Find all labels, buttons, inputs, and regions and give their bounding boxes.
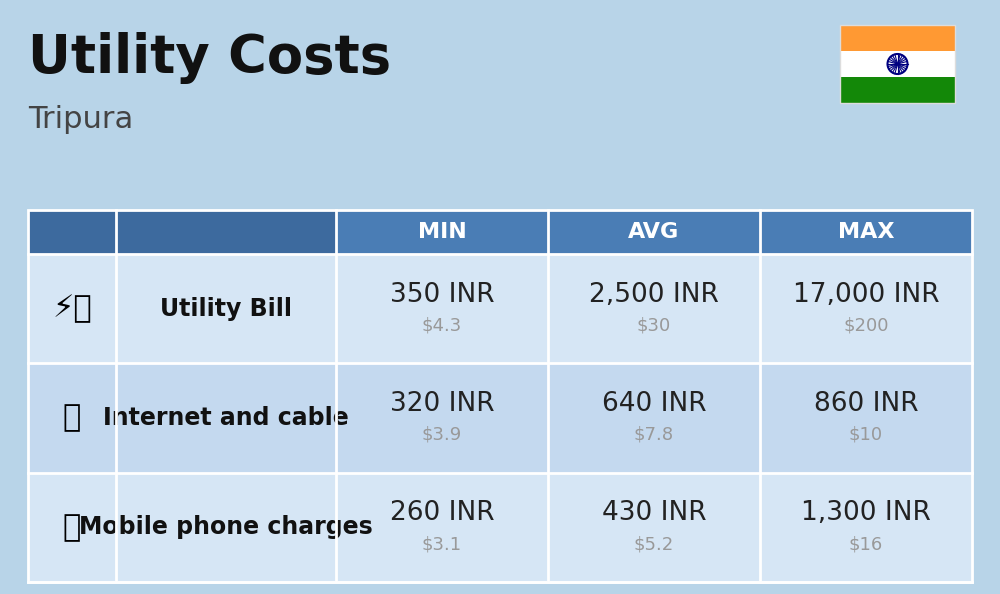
Text: 260 INR: 260 INR [390,500,494,526]
Bar [28,210,972,582]
Bar [28,473,972,582]
Text: $5.2: $5.2 [634,535,674,554]
Text: 430 INR: 430 INR [602,500,706,526]
Text: Utility Bill: Utility Bill [160,296,292,321]
Bar [840,77,955,103]
Bar [840,25,955,51]
Bar [28,210,116,254]
Bar [116,210,336,254]
Text: 640 INR: 640 INR [602,391,706,417]
Bar [28,364,972,473]
Text: 350 INR: 350 INR [390,282,494,308]
Text: MAX: MAX [838,222,894,242]
Text: 📱: 📱 [63,513,81,542]
Text: ⚡🔌: ⚡🔌 [52,294,92,323]
Text: Mobile phone charges: Mobile phone charges [79,516,373,539]
Text: $3.9: $3.9 [422,426,462,444]
Text: AVG: AVG [628,222,680,242]
Text: $16: $16 [849,535,883,554]
Text: MIN: MIN [418,222,466,242]
Bar [28,254,972,364]
Text: 860 INR: 860 INR [814,391,918,417]
Bar [840,25,955,103]
Text: 2,500 INR: 2,500 INR [589,282,719,308]
Bar [28,210,972,254]
Text: 📶: 📶 [63,403,81,432]
Text: $3.1: $3.1 [422,535,462,554]
Text: 320 INR: 320 INR [390,391,494,417]
Text: Tripura: Tripura [28,105,133,134]
Text: Utility Costs: Utility Costs [28,32,391,84]
Text: $10: $10 [849,426,883,444]
Bar [840,51,955,77]
Text: $30: $30 [637,317,671,334]
Text: 1,300 INR: 1,300 INR [801,500,931,526]
Text: $4.3: $4.3 [422,317,462,334]
Text: $200: $200 [843,317,889,334]
Text: Internet and cable: Internet and cable [103,406,349,430]
Text: 17,000 INR: 17,000 INR [793,282,939,308]
Text: $7.8: $7.8 [634,426,674,444]
